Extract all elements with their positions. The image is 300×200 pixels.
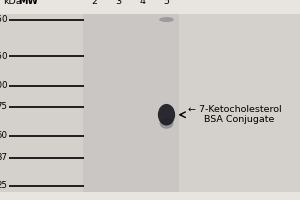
Ellipse shape bbox=[158, 104, 175, 126]
Text: 250: 250 bbox=[0, 15, 8, 24]
Text: BSA Conjugate: BSA Conjugate bbox=[204, 115, 274, 124]
Text: 4: 4 bbox=[140, 0, 146, 6]
Text: 50: 50 bbox=[0, 131, 8, 140]
Text: MW: MW bbox=[19, 0, 38, 6]
Text: ← 7-Ketocholesterol: ← 7-Ketocholesterol bbox=[188, 105, 281, 114]
FancyBboxPatch shape bbox=[82, 14, 178, 192]
FancyBboxPatch shape bbox=[0, 14, 300, 192]
FancyBboxPatch shape bbox=[82, 14, 178, 192]
Ellipse shape bbox=[160, 118, 173, 129]
Text: 75: 75 bbox=[0, 102, 8, 111]
Text: 5: 5 bbox=[164, 0, 169, 6]
Text: 37: 37 bbox=[0, 153, 8, 162]
Text: kDa: kDa bbox=[3, 0, 22, 6]
Text: 100: 100 bbox=[0, 81, 8, 90]
Text: 25: 25 bbox=[0, 181, 8, 190]
Ellipse shape bbox=[159, 17, 174, 22]
Text: 150: 150 bbox=[0, 52, 8, 61]
Text: 3: 3 bbox=[116, 0, 122, 6]
Text: 2: 2 bbox=[92, 0, 98, 6]
